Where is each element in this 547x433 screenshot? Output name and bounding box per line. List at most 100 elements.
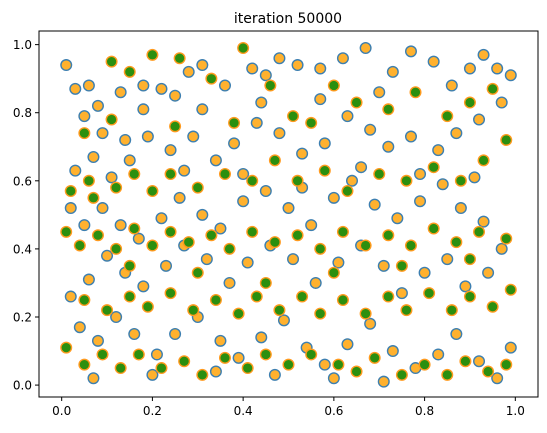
scatter-point (482, 266, 495, 279)
scatter-point (232, 351, 245, 364)
scatter-point (423, 287, 436, 300)
scatter-point (160, 259, 173, 272)
scatter-point (477, 48, 490, 61)
scatter-point (110, 181, 123, 194)
x-tick-label: 0.6 (324, 404, 343, 418)
scatter-point (350, 96, 363, 109)
scatter-point (196, 368, 209, 381)
x-tick-label: 0.2 (143, 404, 162, 418)
scatter-point (205, 229, 218, 242)
scatter-point (495, 242, 508, 255)
scatter-point (436, 178, 449, 191)
scatter-point (414, 195, 427, 208)
scatter-point (327, 79, 340, 92)
scatter-point (187, 130, 200, 143)
scatter-point (395, 368, 408, 381)
scatter-point (395, 259, 408, 272)
scatter-point (214, 222, 227, 235)
y-axis: 0.0 0.2 0.4 0.6 0.8 1.0 (13, 38, 39, 393)
scatter-point (277, 314, 290, 327)
scatter-point (264, 79, 277, 92)
scatter-point (259, 69, 272, 82)
scatter-point (69, 82, 82, 95)
scatter-point (463, 62, 476, 75)
scatter-point (327, 191, 340, 204)
scatter-point (500, 133, 513, 146)
scatter-point (223, 276, 236, 289)
scatter-point (332, 358, 345, 371)
scatter-point (291, 174, 304, 187)
scatter-point (332, 256, 345, 269)
scatter-point (404, 239, 417, 252)
scatter-point (132, 348, 145, 361)
scatter-point (60, 59, 73, 72)
scatter-point (228, 116, 241, 129)
scatter-point (137, 103, 150, 116)
scatter-point (128, 222, 141, 235)
scatter-point (427, 161, 440, 174)
scatter-point (368, 351, 381, 364)
scatter-point (427, 55, 440, 68)
scatter-point (218, 351, 231, 364)
scatter-point (178, 355, 191, 368)
scatter-point (382, 140, 395, 153)
scatter-point (155, 212, 168, 225)
scatter-point (259, 348, 272, 361)
scatter-point (200, 253, 213, 266)
scatter-point (237, 195, 250, 208)
scatter-point (237, 167, 250, 180)
scatter-point (78, 127, 91, 140)
scatter-point (60, 225, 73, 238)
scatter-point (196, 59, 209, 72)
scatter-point (246, 225, 259, 238)
y-tick-label: 0.6 (13, 174, 32, 188)
scatter-point (318, 164, 331, 177)
scatter-point (341, 338, 354, 351)
scatter-point (150, 348, 163, 361)
scatter-point (178, 164, 191, 177)
scatter-point (164, 287, 177, 300)
scatter-point (169, 328, 182, 341)
scatter-point (232, 307, 245, 320)
scatter-point (450, 236, 463, 249)
scatter-point (259, 185, 272, 198)
scatter-point (218, 79, 231, 92)
scatter-point (182, 65, 195, 78)
scatter-point (250, 290, 263, 303)
scatter-point (209, 293, 222, 306)
scatter-point (404, 45, 417, 58)
scatter-point (291, 229, 304, 242)
scatter-point (350, 365, 363, 378)
scatter-point (114, 86, 127, 99)
scatter-point (105, 113, 118, 126)
scatter-point (191, 181, 204, 194)
scatter-point (273, 127, 286, 140)
scatter-point (268, 236, 281, 249)
scatter-point (78, 219, 91, 232)
scatter-point (146, 239, 159, 252)
scatter-point (377, 375, 390, 388)
scatter-point (336, 225, 349, 238)
scatter-point (450, 127, 463, 140)
scatter-point (504, 341, 517, 354)
x-tick-label: 0.0 (52, 404, 71, 418)
scatter-point (87, 372, 100, 385)
y-tick-label: 0.4 (13, 242, 32, 256)
scatter-point (445, 79, 458, 92)
scatter-point (441, 110, 454, 123)
scatter-point (246, 174, 259, 187)
scatter-point (491, 372, 504, 385)
scatter-point (454, 202, 467, 215)
scatter-point (241, 362, 254, 375)
scatter-point (355, 161, 368, 174)
scatter-point (450, 328, 463, 341)
scatter-point (409, 86, 422, 99)
scatter-point (368, 198, 381, 211)
scatter-point (87, 191, 100, 204)
scatter-point (309, 276, 322, 289)
scatter-point (228, 137, 241, 150)
scatter-point (205, 72, 218, 85)
scatter-point (64, 185, 77, 198)
scatter-point (141, 130, 154, 143)
scatter-point (373, 167, 386, 180)
